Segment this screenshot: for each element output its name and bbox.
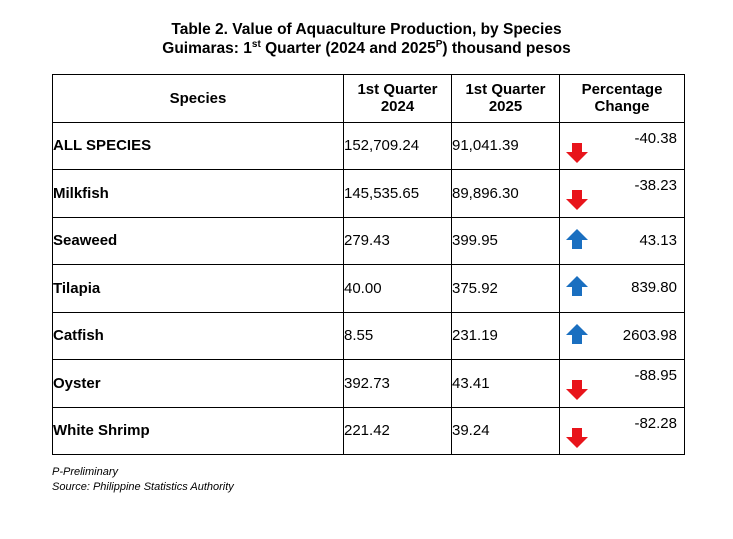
cell-species: Milkfish [52, 169, 344, 218]
table-row: Tilapia 40.00 375.92 839.80 [52, 264, 685, 313]
cell-pct-change: -38.23 [559, 169, 685, 218]
table-title: Table 2. Value of Aquaculture Production… [0, 20, 733, 58]
cell-q2025: 231.19 [451, 311, 560, 360]
cell-species: Oyster [52, 359, 344, 408]
cell-q2024: 40.00 [343, 264, 452, 313]
arrow-down-icon [566, 142, 588, 163]
note-source: Source: Philippine Statistics Authority [52, 481, 234, 493]
cell-pct-change: 43.13 [559, 216, 685, 265]
table-row: Catfish 8.55 231.19 2603.98 [52, 311, 685, 360]
note-preliminary: P-Preliminary [52, 466, 119, 478]
arrow-up-icon [566, 228, 588, 249]
table-row: Oyster 392.73 43.41 -88.95 [52, 359, 685, 408]
pct-value: 2603.98 [622, 326, 677, 344]
cell-species: Seaweed [52, 216, 344, 265]
cell-q2025: 43.41 [451, 359, 560, 408]
title-line-1: Table 2. Value of Aquaculture Production… [171, 21, 562, 38]
title-line-2-prefix: Guimaras: 1 [162, 40, 252, 57]
header-pct-change: Percentage Change [559, 74, 685, 123]
cell-q2025: 399.95 [451, 216, 560, 265]
cell-q2025: 91,041.39 [451, 121, 560, 170]
arrow-up-icon [566, 276, 588, 296]
cell-pct-change: -40.38 [559, 121, 685, 170]
pct-value: 43.13 [639, 231, 677, 249]
cell-q2024: 221.42 [343, 406, 452, 455]
header-q2024: 1st Quarter 2024 [343, 74, 452, 123]
arrow-down-icon [566, 380, 588, 400]
cell-q2024: 152,709.24 [343, 121, 452, 170]
cell-q2025: 375.92 [451, 264, 560, 313]
pct-value: 839.80 [631, 279, 677, 296]
pct-value: -40.38 [634, 129, 677, 147]
title-sup-st: st [251, 38, 261, 50]
cell-q2024: 392.73 [343, 359, 452, 408]
header-q2025: 1st Quarter 2025 [451, 74, 560, 123]
cell-q2025: 89,896.30 [451, 169, 560, 218]
header-species: Species [52, 74, 344, 123]
cell-species: White Shrimp [52, 406, 344, 455]
table-row: Seaweed 279.43 399.95 43.13 [52, 216, 685, 265]
cell-q2024: 8.55 [343, 311, 452, 360]
cell-q2025: 39.24 [451, 406, 560, 455]
title-sup-p: P [435, 38, 443, 50]
pct-value: -82.28 [634, 414, 677, 432]
cell-q2024: 145,535.65 [343, 169, 452, 218]
title-line-2-suffix: ) thousand pesos [442, 40, 571, 57]
table-row: ALL SPECIES 152,709.24 91,041.39 -40.38 [52, 121, 685, 170]
pct-value: -88.95 [634, 367, 677, 384]
pct-value: -38.23 [634, 177, 677, 194]
title-line-2: Guimaras: 1st Quarter (2024 and 2025P) t… [0, 39, 733, 58]
arrow-down-icon [566, 427, 588, 448]
cell-q2024: 279.43 [343, 216, 452, 265]
aquaculture-table: Species 1st Quarter 2024 1st Quarter 2025 … [52, 74, 685, 455]
title-line-2-mid: Quarter (2024 and 2025 [260, 40, 436, 57]
cell-species: ALL SPECIES [52, 121, 344, 170]
table-row: White Shrimp 221.42 39.24 -82.28 [52, 406, 685, 455]
arrow-down-icon [566, 190, 588, 210]
footnotes: P-Preliminary Source: Philippine Statist… [52, 465, 234, 495]
table-row: Milkfish 145,535.65 89,896.30 -38.23 [52, 169, 685, 218]
cell-species: Tilapia [52, 264, 344, 313]
cell-species: Catfish [52, 311, 344, 360]
cell-pct-change: -88.95 [559, 359, 685, 408]
arrow-up-icon [566, 323, 588, 344]
header-row: Species 1st Quarter 2024 1st Quarter 2025 … [52, 74, 685, 123]
cell-pct-change: 839.80 [559, 264, 685, 313]
cell-pct-change: 2603.98 [559, 311, 685, 360]
cell-pct-change: -82.28 [559, 406, 685, 455]
